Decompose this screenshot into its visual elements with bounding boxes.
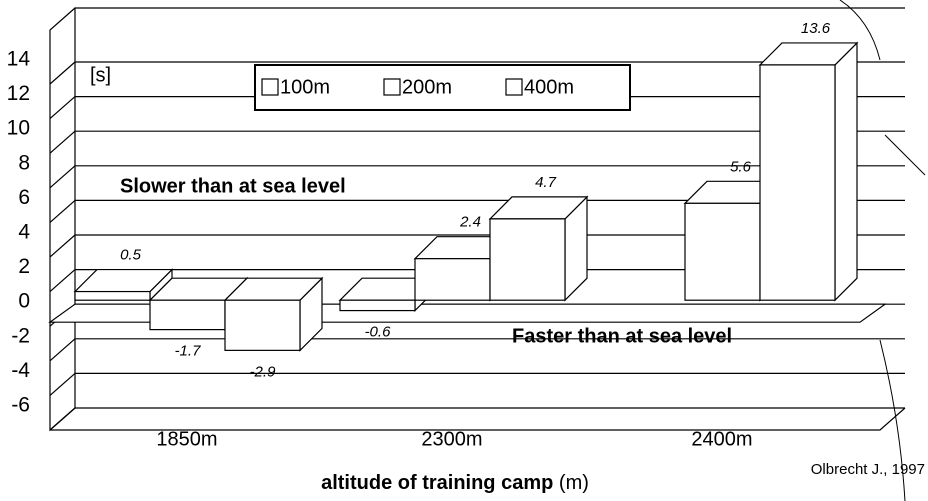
legend-swatch bbox=[261, 78, 279, 96]
x-tick-label: 2400m bbox=[691, 428, 752, 450]
grid-line bbox=[49, 130, 76, 154]
legend-swatch bbox=[383, 78, 401, 96]
decor-line bbox=[879, 339, 906, 501]
bar-front bbox=[489, 218, 566, 301]
y-tick-label: 8 bbox=[18, 151, 30, 174]
y-tick-label: -4 bbox=[11, 359, 30, 382]
value-label: -1.7 bbox=[175, 343, 202, 360]
grid-line bbox=[49, 372, 76, 396]
x-axis-title: altitude of training camp bbox=[321, 472, 553, 494]
bar bbox=[488, 195, 589, 302]
y-tick-label: 2 bbox=[18, 255, 30, 278]
value-label: -2.9 bbox=[250, 363, 277, 380]
grid-line bbox=[49, 61, 76, 85]
grid-line bbox=[49, 199, 76, 223]
annotation: Slower than at sea level bbox=[120, 175, 346, 197]
annotation: Faster than at sea level bbox=[512, 325, 732, 347]
bar-front bbox=[759, 64, 836, 301]
grid-line bbox=[49, 234, 76, 258]
y-tick-label: 10 bbox=[7, 117, 30, 140]
value-label: 13.6 bbox=[801, 20, 831, 37]
source: Olbrecht J., 1997 bbox=[811, 461, 925, 478]
bar-front bbox=[414, 258, 491, 301]
value-label: -0.6 bbox=[365, 324, 392, 341]
x-tick-label: 1850m bbox=[156, 428, 217, 450]
grid-line bbox=[49, 96, 76, 120]
legend-label: 200m bbox=[402, 76, 452, 98]
decor-line bbox=[884, 134, 926, 176]
bar-front bbox=[224, 299, 301, 351]
bar bbox=[223, 276, 324, 352]
decor-line bbox=[839, 0, 881, 61]
y-tick-label: 0 bbox=[18, 290, 30, 313]
legend-swatch bbox=[505, 78, 523, 96]
floor-edge bbox=[50, 407, 906, 431]
bar-front bbox=[684, 202, 761, 301]
value-label: 5.6 bbox=[730, 158, 752, 175]
grid-line bbox=[49, 407, 76, 431]
legend: 100m 200m 400m bbox=[254, 64, 631, 111]
legend-label: 400m bbox=[524, 76, 574, 98]
grid-line bbox=[49, 338, 76, 362]
value-label: 0.5 bbox=[120, 247, 142, 264]
y-tick-label: 14 bbox=[7, 48, 31, 71]
grid-line bbox=[49, 165, 76, 189]
value-label: 4.7 bbox=[535, 174, 557, 191]
unit-label: [s] bbox=[90, 64, 111, 86]
bar-side bbox=[834, 41, 858, 302]
legend-box bbox=[254, 64, 631, 111]
legend-label: 100m bbox=[280, 76, 330, 98]
x-tick-label: 2300m bbox=[421, 428, 482, 450]
bar-front bbox=[149, 299, 226, 331]
y-tick-label: 12 bbox=[7, 82, 30, 105]
bar-front bbox=[339, 299, 416, 312]
bar-front bbox=[74, 290, 151, 301]
y-tick-label: -6 bbox=[11, 394, 30, 417]
bar bbox=[758, 41, 859, 302]
y-tick-label: -2 bbox=[11, 324, 30, 347]
x-axis-unit: (m) bbox=[559, 472, 589, 494]
grid-line bbox=[49, 269, 76, 293]
y-tick-label: 6 bbox=[18, 186, 30, 209]
value-label: 2.4 bbox=[459, 214, 481, 231]
x-axis-label: altitude of training camp (m) bbox=[321, 472, 589, 494]
y-tick-label: 4 bbox=[18, 221, 30, 244]
